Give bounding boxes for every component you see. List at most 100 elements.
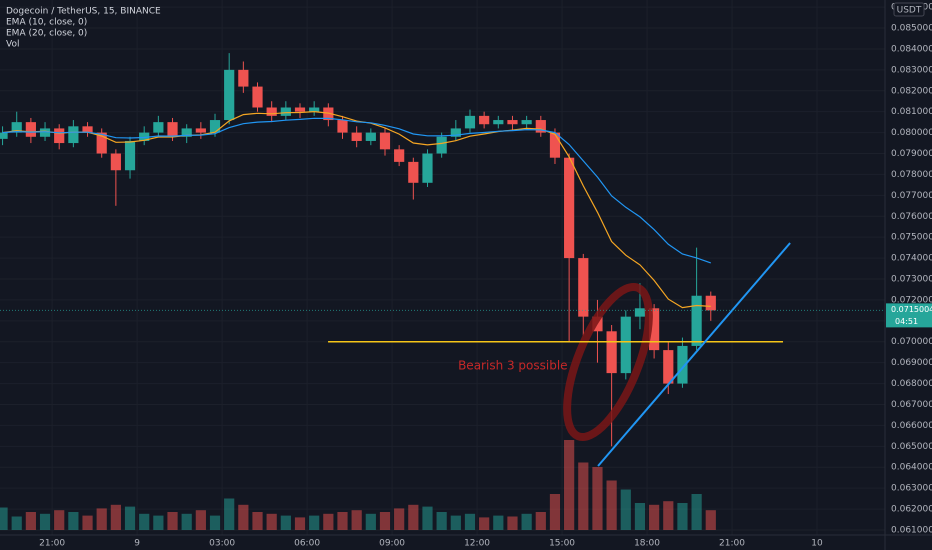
volume-label: Vol <box>6 40 19 50</box>
candle-body <box>68 126 79 144</box>
volume-bar <box>450 515 461 530</box>
candle-body <box>535 120 546 133</box>
grid <box>0 0 885 535</box>
volume-bar <box>394 508 405 530</box>
candle-body <box>464 115 476 129</box>
candle-body <box>294 107 306 112</box>
candle-body <box>181 128 192 137</box>
volume-bar <box>549 494 561 530</box>
candle-body <box>323 107 334 121</box>
candle-body <box>11 122 22 133</box>
candle-body <box>521 120 532 125</box>
volume-bar <box>25 512 36 530</box>
volume-bar <box>294 517 306 530</box>
candle-body <box>379 132 391 150</box>
x-tick-label: 18:00 <box>634 539 660 549</box>
candle-body <box>0 132 8 139</box>
candle-body <box>606 331 617 374</box>
volume-bar <box>96 508 107 530</box>
volume-bar <box>195 510 206 530</box>
x-tick-label: 10 <box>811 539 823 549</box>
volume-bar <box>564 440 575 530</box>
volume-bar <box>68 512 79 530</box>
candle-body <box>549 132 561 158</box>
candle-body <box>195 128 206 133</box>
candle-body <box>309 107 320 112</box>
volume-bar <box>266 513 277 530</box>
countdown: 04:51 <box>895 317 918 326</box>
candle-body <box>507 120 518 125</box>
currency-box[interactable] <box>893 2 925 17</box>
volume-bar <box>493 515 504 530</box>
volume-bar <box>224 498 235 530</box>
candle-body <box>578 258 589 317</box>
candle-body <box>280 107 291 116</box>
candle-body <box>224 69 235 121</box>
candle-body <box>493 120 504 125</box>
volume-bar <box>535 512 546 530</box>
volume-bar <box>479 517 490 530</box>
volume-bar <box>379 512 391 530</box>
volume-bar <box>649 504 660 530</box>
volume-bar <box>110 504 121 530</box>
candle-body <box>96 132 107 154</box>
ema-line <box>2 110 711 309</box>
price-tag <box>886 303 932 328</box>
volume-bar <box>238 504 249 530</box>
volume-bar <box>209 515 221 530</box>
candle-body <box>620 316 631 374</box>
x-tick-label: 21:00 <box>39 539 65 549</box>
candle-body <box>394 149 405 162</box>
candle-body <box>564 157 575 259</box>
candle-body <box>82 126 93 133</box>
volume-bar <box>691 494 702 530</box>
x-tick-label: 03:00 <box>209 539 235 549</box>
candle-body <box>691 295 702 346</box>
x-tick-label: 15:00 <box>549 539 575 549</box>
candle-body <box>408 161 419 183</box>
volume-bar <box>39 513 51 530</box>
volume-bar <box>592 467 603 530</box>
volume-bar <box>280 515 291 530</box>
candle-body <box>422 153 433 183</box>
volume-bar <box>181 513 192 530</box>
x-tick-label: 12:00 <box>464 539 490 549</box>
annotations: Bearish 3 possible <box>0 242 885 467</box>
axes: 0.08600000.08500000.08400000.08300000.08… <box>39 3 932 549</box>
candle-body <box>479 115 490 125</box>
x-tick-label: 9 <box>134 539 140 549</box>
candle-body <box>649 308 660 351</box>
volume-bar <box>54 510 65 530</box>
volume-bar <box>663 501 674 530</box>
candle-body <box>238 69 249 87</box>
candle-body <box>634 308 646 317</box>
volume-bar <box>351 510 362 530</box>
indicators <box>2 110 711 309</box>
candle-body <box>365 132 376 141</box>
candle-body <box>39 128 51 137</box>
candle-body <box>337 120 348 133</box>
candle-body <box>153 122 164 133</box>
x-tick-label: 09:00 <box>379 539 405 549</box>
annotation-text: Bearish 3 possible <box>458 359 568 373</box>
candle-body <box>266 107 277 116</box>
volume-bar <box>82 515 93 530</box>
chart-title: Dogecoin / TetherUS, 15, BINANCE <box>6 7 161 17</box>
volume-bar <box>139 513 150 530</box>
volume-bar <box>464 513 476 530</box>
volume-bar <box>578 462 589 530</box>
